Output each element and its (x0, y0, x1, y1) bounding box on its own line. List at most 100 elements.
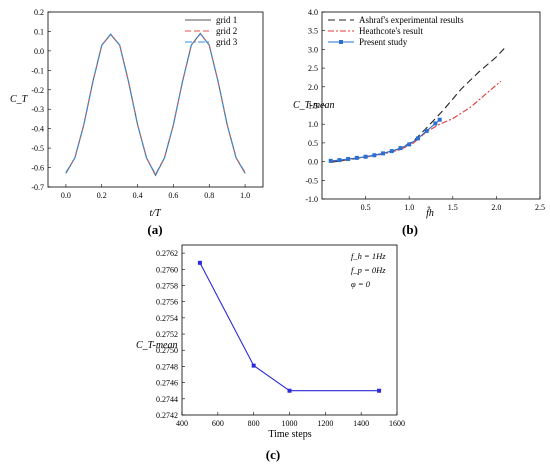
chart-panel-a: -0.7 -0.6 -0.5 -0.4 -0.3 -0.2 -0.1 0.0 0.1 0.2 0.… (10, 8, 264, 237)
legend-label: grid 2 (216, 26, 237, 36)
x-axis-ticks-c: 400 600 800 1000 1200 1400 1600 (176, 412, 405, 428)
x-tick-label: 0.8 (204, 191, 214, 200)
x-axis-ticks-a: 0.0 0.2 0.4 0.6 0.8 1.0 (61, 184, 250, 200)
y-tick-label: -0.4 (31, 125, 44, 134)
x-tick-label: 800 (248, 419, 260, 428)
x-tick-label: 2.0 (491, 203, 501, 212)
legend-label: Ashraf's experimental results (359, 15, 464, 25)
x-tick-label: 0.0 (61, 191, 71, 200)
annotation-label: f_h = 1Hz (351, 251, 386, 261)
legend-label: grid 1 (216, 15, 237, 25)
data-point-marker (328, 158, 333, 163)
series-lines-b (328, 47, 506, 163)
data-point-marker (251, 363, 256, 368)
x-tick-label: 1.0 (404, 203, 414, 212)
series-line (330, 47, 506, 163)
plot-frame-a (47, 11, 264, 188)
y-tick-label: 0.2762 (156, 249, 178, 258)
series-line (65, 32, 246, 177)
y-axis-label-b: C_T-mean (293, 100, 334, 111)
data-point-marker (377, 388, 382, 393)
y-axis-label-c: C_T-mean (136, 340, 177, 351)
y-axis-ticks-b: -1.0 -0.5 0.0 0.5 1.0 1.5 2.0 2.5 3.0 3.5 4.0 (305, 8, 325, 204)
y-tick-label: -0.2 (31, 86, 44, 95)
data-point-marker (354, 155, 359, 160)
y-tick-label: 4.0 (308, 8, 318, 17)
data-point-marker (407, 142, 412, 147)
y-tick-label: 0.0 (308, 158, 318, 167)
y-axis-label-a: C_T (10, 94, 29, 105)
y-axis-ticks-a: -0.7 -0.6 -0.5 -0.4 -0.3 -0.2 -0.1 0.0 0.1 0.2 (31, 8, 51, 192)
x-axis-label-c: Time steps (268, 429, 311, 440)
x-tick-label: 600 (212, 419, 224, 428)
legend-label: Present study (359, 37, 408, 47)
y-tick-label: 0.2746 (156, 379, 178, 388)
y-tick-label: -0.5 (305, 176, 318, 185)
series-line (330, 119, 441, 162)
y-tick-label: 1.5 (308, 102, 318, 111)
data-point-marker (372, 153, 377, 158)
x-tick-label: 1.0 (240, 191, 250, 200)
x-tick-label: 1000 (282, 419, 298, 428)
x-tick-label: 1200 (317, 419, 333, 428)
chart-panel-c: 0.2742 0.2744 0.2746 0.2748 0.2750 0.2752 0.27… (136, 244, 405, 462)
y-tick-label: 0.2758 (156, 281, 178, 290)
data-point-marker (433, 121, 438, 126)
y-tick-label: 0.2 (34, 8, 44, 17)
panel-label-a: (a) (147, 222, 162, 237)
panel-label-c: (c) (266, 447, 280, 462)
x-tick-label: 0.5 (361, 203, 371, 212)
y-tick-label: 0.2742 (156, 411, 178, 420)
y-tick-label: 0.0 (34, 47, 44, 56)
x-axis-ticks-b: 0.5 1.0 1.5 2.0 2.5 (361, 196, 545, 212)
x-axis-label-a: t/T (149, 208, 162, 219)
plot-frame-b (321, 11, 541, 200)
series-lines-a (65, 32, 246, 177)
panel-label-b: (b) (402, 222, 418, 237)
x-tick-label: 0.2 (97, 191, 107, 200)
data-point-marker (424, 128, 429, 133)
series-line (330, 80, 502, 163)
series-lines-c (197, 260, 382, 393)
series-line (65, 32, 246, 176)
data-point-marker (346, 156, 351, 161)
legend-label: grid 3 (216, 37, 238, 47)
legend-label: Heathcote's result (359, 26, 423, 36)
y-tick-label: 0.2752 (156, 330, 178, 339)
y-tick-label: 0.5 (308, 139, 318, 148)
data-point-marker (437, 117, 442, 122)
x-tick-label: 400 (176, 419, 188, 428)
legend-b: Ashraf's experimental resultsHeathcote's… (328, 15, 464, 47)
x-tick-label: 1600 (389, 419, 405, 428)
x-tick-label: 0.6 (168, 191, 178, 200)
y-axis-ticks-c: 0.2742 0.2744 0.2746 0.2748 0.2750 0.2752 0.27… (156, 249, 185, 420)
x-tick-label: 2.5 (535, 203, 545, 212)
y-tick-label: -0.3 (31, 105, 44, 114)
x-tick-label: 1400 (353, 419, 369, 428)
y-tick-label: -0.6 (31, 164, 44, 173)
annotation-label: f_p = 0Hz (351, 265, 386, 275)
y-tick-label: 0.2760 (156, 265, 178, 274)
y-tick-label: -0.7 (31, 183, 44, 192)
data-point-marker (197, 260, 202, 265)
data-point-marker (337, 158, 342, 163)
data-point-marker (381, 151, 386, 156)
data-point-marker (398, 146, 403, 151)
x-tick-label: 0.4 (133, 191, 143, 200)
data-point-marker (363, 154, 368, 159)
y-tick-label: 0.2754 (156, 314, 178, 323)
series-line (65, 32, 246, 177)
data-point-marker (287, 388, 292, 393)
y-tick-label: 3.5 (308, 27, 318, 36)
y-tick-label: 2.0 (308, 83, 318, 92)
y-tick-label: -1.0 (305, 195, 318, 204)
x-tick-label: 1.5 (448, 203, 458, 212)
y-tick-label: 0.2748 (156, 362, 178, 371)
chart-panel-b: -1.0 -0.5 0.0 0.5 1.0 1.5 2.0 2.5 3.0 3.5 4.0 0.5 1… (293, 8, 545, 237)
y-tick-label: 0.2750 (156, 346, 178, 355)
y-tick-label: 0.2756 (156, 298, 178, 307)
legend-marker (339, 40, 343, 44)
y-tick-label: -0.1 (31, 66, 44, 75)
y-tick-label: -0.5 (31, 144, 44, 153)
